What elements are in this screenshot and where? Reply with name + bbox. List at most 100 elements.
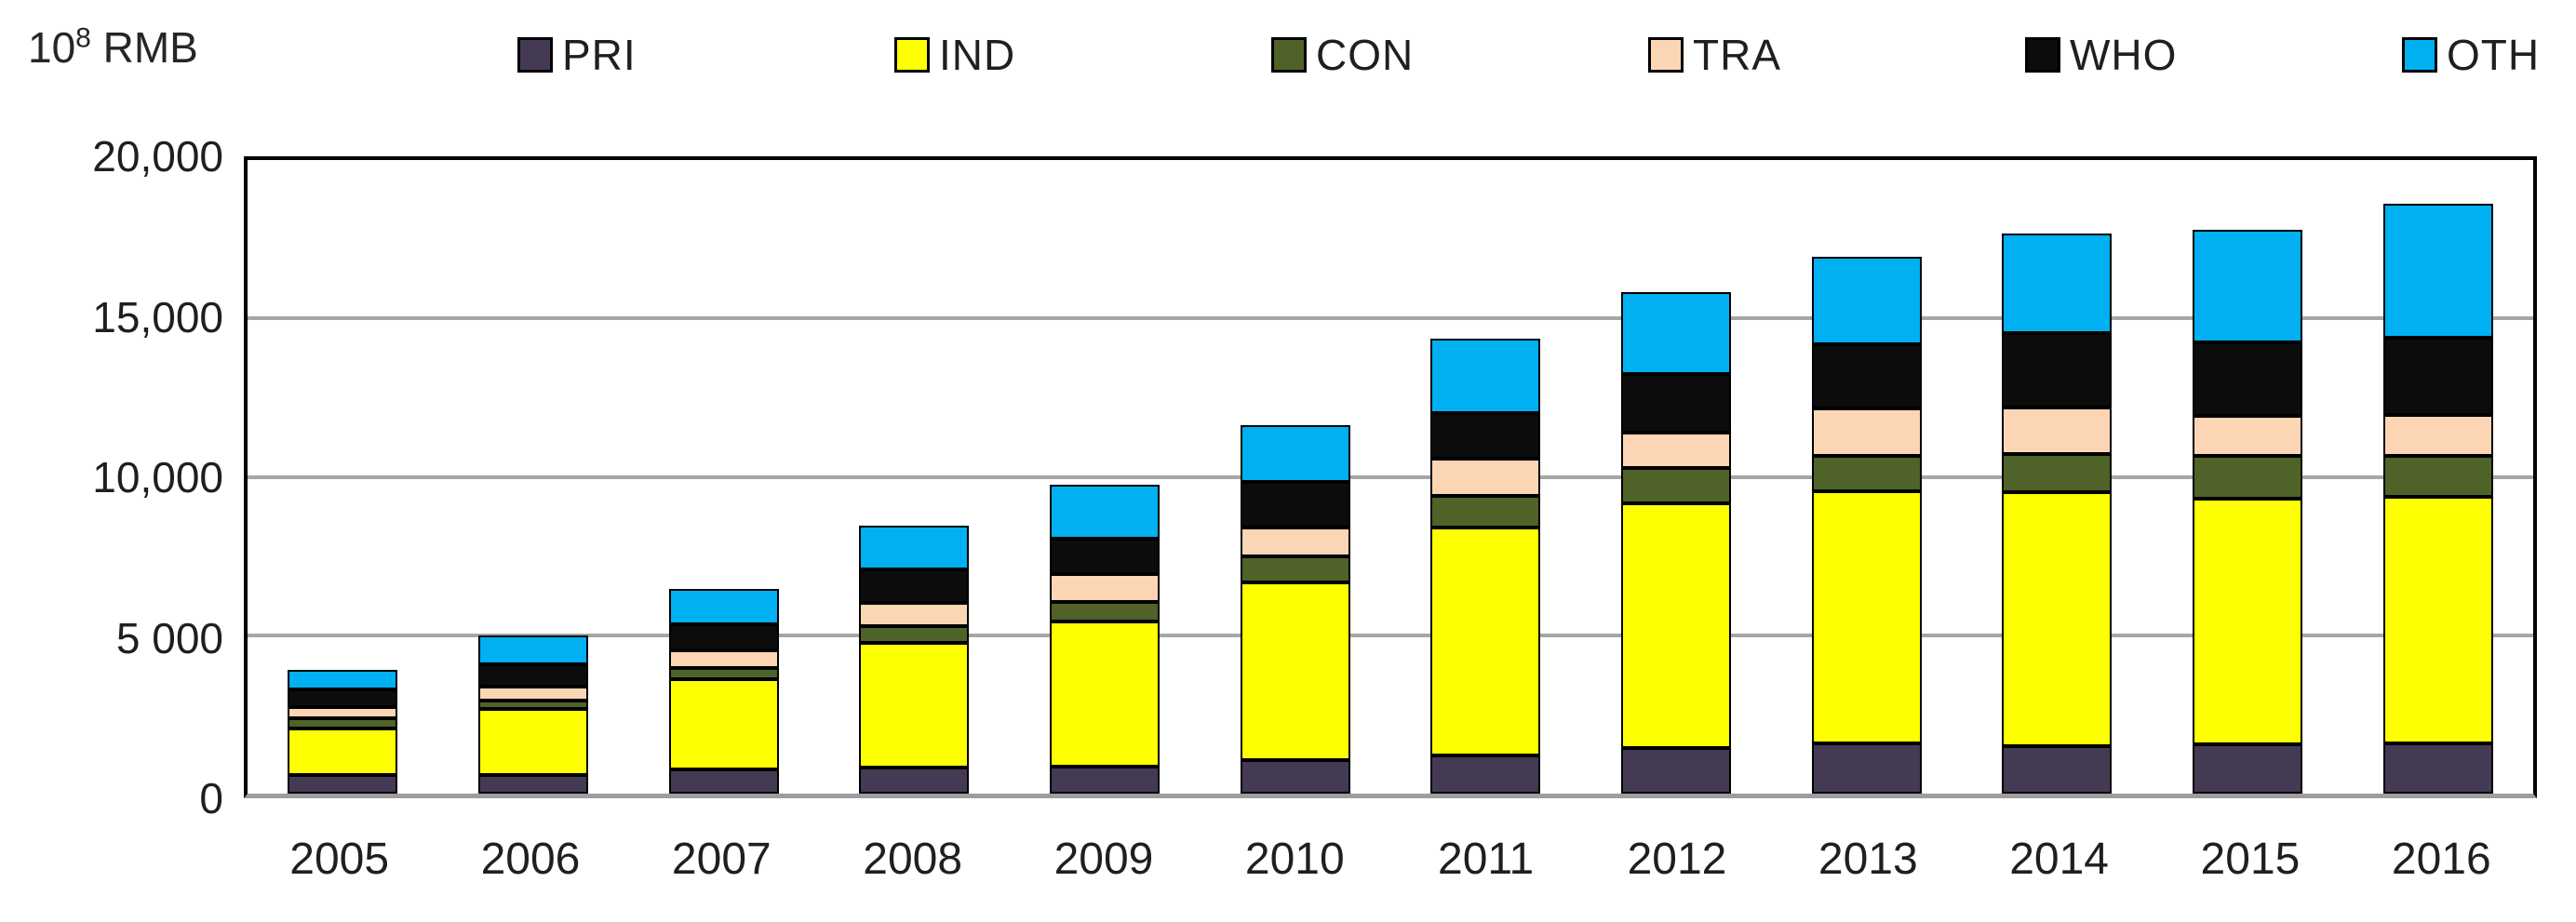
bar-segment-OTH-2008: [859, 525, 970, 570]
bars-container: [248, 160, 2533, 794]
bar-segment-CON-2016: [2382, 455, 2493, 498]
bar-segment-IND-2008: [859, 643, 970, 768]
plot-area: [244, 156, 2537, 798]
bar-segment-OTH-2007: [668, 589, 779, 625]
bar-segment-OTH-2005: [288, 670, 398, 690]
bar-segment-CON-2011: [1430, 495, 1541, 528]
bar-segment-PRI-2016: [2382, 743, 2493, 794]
bar-segment-CON-2015: [2192, 456, 2302, 499]
bar-segment-WHO-2011: [1430, 412, 1541, 460]
x-tick-label: 2014: [2009, 835, 2109, 884]
bar-group-2014: [2002, 160, 2113, 794]
bar-segment-OTH-2015: [2192, 230, 2302, 342]
bar-segment-TRA-2012: [1620, 432, 1731, 469]
legend-item-PRI: PRI: [517, 30, 894, 80]
bar-group-2008: [859, 160, 970, 794]
legend-label: TRA: [1693, 31, 1781, 79]
x-tick-label: 2016: [2391, 835, 2491, 884]
bar-segment-CON-2005: [288, 718, 398, 728]
bar-segment-CON-2010: [1240, 556, 1350, 583]
unit-exponent: 8: [75, 22, 91, 54]
legend-item-WHO: WHO: [2025, 30, 2402, 80]
legend-swatch-CON: [1271, 37, 1307, 73]
bar-segment-OTH-2012: [1620, 292, 1731, 375]
bar-segment-IND-2005: [288, 728, 398, 776]
legend-item-IND: IND: [894, 30, 1271, 80]
bar-segment-OTH-2006: [477, 635, 588, 665]
bar-segment-PRI-2011: [1430, 755, 1541, 794]
bar-group-2011: [1430, 160, 1541, 794]
bar-segment-CON-2009: [1049, 602, 1160, 622]
bar-segment-TRA-2006: [477, 686, 588, 702]
y-tick-label: 15,000: [92, 292, 223, 341]
bar-segment-IND-2016: [2382, 497, 2493, 744]
x-tick-label: 2006: [480, 835, 581, 884]
bar-segment-TRA-2013: [1811, 408, 1922, 457]
bar-segment-IND-2014: [2002, 491, 2113, 747]
x-tick-label: 2007: [671, 835, 771, 884]
bar-segment-IND-2015: [2192, 498, 2302, 745]
bar-segment-IND-2011: [1430, 527, 1541, 756]
bar-segment-WHO-2007: [668, 624, 779, 651]
bar-segment-CON-2007: [668, 667, 779, 680]
bar-segment-IND-2009: [1049, 621, 1160, 767]
bar-segment-PRI-2013: [1811, 742, 1922, 794]
y-tick-label: 0: [199, 774, 223, 822]
bar-group-2006: [477, 160, 588, 794]
legend-label: IND: [939, 31, 1016, 79]
x-tick-label: 2009: [1053, 835, 1154, 884]
bar-segment-OTH-2011: [1430, 339, 1541, 413]
x-tick-label: 2013: [1818, 835, 1918, 884]
bar-segment-PRI-2005: [288, 775, 398, 794]
bar-segment-TRA-2008: [859, 602, 970, 627]
bar-segment-TRA-2010: [1240, 527, 1350, 557]
y-tick-label: 5 000: [115, 613, 223, 662]
bar-segment-TRA-2007: [668, 650, 779, 668]
x-tick-label: 2012: [1627, 835, 1727, 884]
x-tick-label: 2008: [863, 835, 963, 884]
bar-segment-WHO-2006: [477, 664, 588, 687]
gridline: [248, 316, 2533, 321]
x-tick-label: 2015: [2200, 835, 2301, 884]
bar-group-2013: [1811, 160, 1922, 794]
legend-swatch-WHO: [2025, 37, 2060, 73]
bar-segment-OTH-2016: [2382, 204, 2493, 339]
legend-item-CON: CON: [1271, 30, 1648, 80]
bar-segment-WHO-2015: [2192, 342, 2302, 417]
legend-item-OTH: OTH: [2402, 30, 2540, 80]
legend: PRI IND CON TRA WHO OTH: [517, 30, 2540, 80]
legend-swatch-IND: [894, 37, 930, 73]
bar-group-2005: [288, 160, 398, 794]
bar-segment-PRI-2009: [1049, 766, 1160, 794]
bar-segment-CON-2014: [2002, 454, 2113, 492]
legend-swatch-OTH: [2402, 37, 2437, 73]
gridline: [248, 633, 2533, 637]
bar-segment-PRI-2012: [1620, 747, 1731, 794]
x-tick-label: 2010: [1244, 835, 1345, 884]
bar-segment-TRA-2015: [2192, 416, 2302, 457]
bar-group-2010: [1240, 160, 1350, 794]
x-axis-labels: 2005 2006 2007 2008 2009 2010 2011 2012 2013 2014…: [244, 834, 2537, 885]
bar-group-2007: [668, 160, 779, 794]
bar-segment-CON-2012: [1620, 468, 1731, 503]
bar-group-2009: [1049, 160, 1160, 794]
legend-label: OTH: [2447, 31, 2541, 79]
gridline: [248, 474, 2533, 479]
bar-segment-CON-2013: [1811, 456, 1922, 492]
bar-group-2015: [2192, 160, 2302, 794]
bar-segment-WHO-2005: [288, 689, 398, 707]
bar-segment-PRI-2015: [2192, 744, 2302, 794]
bar-segment-IND-2012: [1620, 502, 1731, 748]
legend-label: PRI: [562, 31, 637, 79]
bar-segment-OTH-2014: [2002, 233, 2113, 333]
bar-segment-WHO-2016: [2382, 338, 2493, 415]
x-tick-label: 2011: [1438, 835, 1535, 884]
bar-segment-WHO-2012: [1620, 374, 1731, 433]
bar-segment-PRI-2008: [859, 767, 970, 794]
bar-segment-PRI-2006: [477, 775, 588, 794]
unit-base: 10: [28, 23, 76, 72]
bar-segment-WHO-2014: [2002, 332, 2113, 408]
bar-segment-IND-2013: [1811, 491, 1922, 743]
bar-segment-OTH-2010: [1240, 424, 1350, 482]
